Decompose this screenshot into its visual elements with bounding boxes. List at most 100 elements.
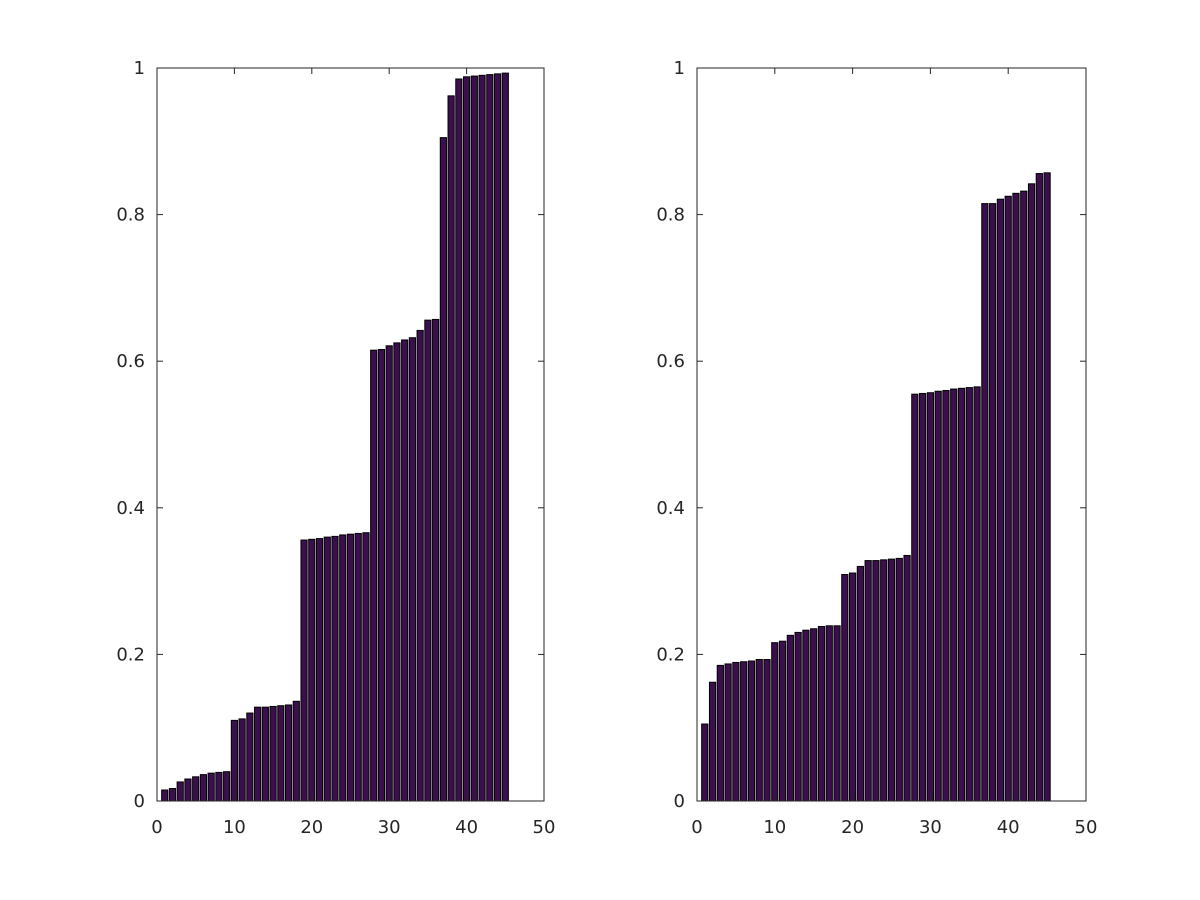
- left-y-tick-label: 0.8: [116, 205, 145, 226]
- right-bar-27: [903, 554, 911, 802]
- right-bar-21: [856, 565, 864, 802]
- right-bar-23: [872, 560, 880, 802]
- right-bar-6: [740, 661, 748, 802]
- left-bar-10: [230, 719, 238, 802]
- right-x-tick-label: 20: [841, 817, 864, 838]
- right-bar-12: [786, 634, 794, 802]
- right-bar-19: [841, 574, 849, 802]
- right-x-tick-label: 40: [997, 817, 1020, 838]
- left-bar-16: [277, 705, 285, 802]
- left-bar-28: [370, 349, 378, 802]
- left-bar-30: [385, 345, 393, 802]
- left-bar-44: [493, 73, 502, 802]
- left-bar-29: [377, 348, 386, 802]
- right-bar-29: [919, 392, 927, 802]
- left-bar-18: [292, 700, 300, 802]
- left-bar-40: [463, 76, 471, 802]
- right-x-tick-label: 30: [919, 817, 942, 838]
- left-bar-19: [300, 539, 308, 802]
- left-bar-12: [246, 712, 254, 802]
- right-bar-chart: 0 10 20 30 40 50 0 0.2 0.4 0.6 0.8 1: [656, 58, 1097, 838]
- left-bar-42: [478, 74, 486, 802]
- left-bar-39: [455, 78, 463, 802]
- right-y-tick-label: 0.2: [656, 644, 685, 665]
- left-y-tick-label: 1: [134, 58, 145, 79]
- left-bar-22: [323, 536, 331, 802]
- left-bar-32: [401, 339, 409, 802]
- right-bar-30: [926, 392, 935, 802]
- left-bar-37: [439, 137, 447, 802]
- left-bar-33: [408, 337, 417, 802]
- left-bar-4: [184, 778, 192, 802]
- left-bar-43: [486, 74, 494, 802]
- right-bar-37: [981, 203, 989, 802]
- right-y-tick-label: 0.8: [656, 205, 685, 226]
- left-bar-26: [354, 532, 362, 802]
- right-bar-20: [848, 572, 857, 802]
- right-bar-17: [825, 625, 833, 802]
- left-bar-21: [315, 538, 324, 802]
- right-y-tick-label: 0.6: [656, 351, 685, 372]
- right-bar-39: [996, 198, 1005, 802]
- left-bar-8: [215, 771, 223, 802]
- left-bar-chart: 0 10 20 30 40 50 0 0.2 0.4 0.6 0.8 1: [116, 58, 555, 838]
- left-y-tick-label: 0.4: [116, 498, 145, 519]
- right-y-tick-label: 0.4: [656, 498, 685, 519]
- right-bar-35: [965, 387, 973, 802]
- right-bar-38: [989, 203, 997, 802]
- right-bar-22: [864, 560, 872, 802]
- right-bar-31: [934, 390, 942, 802]
- right-bar-45: [1043, 172, 1051, 802]
- left-bar-11: [238, 718, 246, 802]
- left-bar-25: [346, 533, 355, 802]
- left-bar-35: [424, 319, 432, 802]
- right-bar-43: [1027, 183, 1036, 802]
- right-bar-28: [911, 393, 919, 802]
- left-axes-box: [156, 67, 545, 802]
- right-bar-41: [1012, 192, 1020, 802]
- right-bar-2: [708, 681, 717, 802]
- left-y-tick-label: 0: [134, 791, 145, 812]
- left-bar-24: [339, 534, 347, 802]
- left-bar-31: [393, 342, 401, 802]
- left-bar-1: [161, 789, 169, 802]
- left-x-tick-label: 40: [455, 817, 478, 838]
- left-x-tick-label: 0: [151, 817, 162, 838]
- right-bar-4: [724, 663, 732, 802]
- right-x-tick-label: 10: [763, 817, 786, 838]
- left-bar-34: [416, 329, 424, 802]
- left-bar-38: [447, 95, 455, 802]
- right-bar-8: [755, 659, 763, 802]
- left-y-tick-label: 0.2: [116, 644, 145, 665]
- right-y-tick-label: 0: [674, 791, 685, 812]
- left-bar-9: [223, 771, 231, 802]
- right-bar-5: [732, 661, 740, 802]
- right-bar-7: [747, 660, 756, 802]
- right-bar-11: [778, 640, 787, 802]
- left-bar-2: [168, 788, 177, 802]
- left-x-tick-label: 20: [300, 817, 323, 838]
- right-bar-32: [942, 390, 950, 802]
- right-bar-36: [973, 386, 981, 802]
- right-bar-13: [794, 631, 802, 802]
- left-y-tick-label: 0.6: [116, 351, 145, 372]
- right-bar-34: [957, 387, 966, 802]
- right-bar-10: [771, 642, 779, 802]
- left-x-tick-label: 10: [223, 817, 246, 838]
- left-bar-6: [199, 774, 208, 802]
- right-bar-25: [887, 558, 896, 802]
- right-bar-44: [1035, 173, 1043, 802]
- left-bar-14: [261, 706, 269, 802]
- left-bar-13: [254, 706, 262, 802]
- right-bar-1: [701, 723, 709, 802]
- right-bar-15: [810, 628, 818, 802]
- right-bar-26: [895, 557, 903, 802]
- left-x-tick-label: 50: [533, 817, 556, 838]
- left-bar-20: [308, 538, 316, 802]
- right-bar-3: [716, 664, 724, 802]
- right-bar-33: [950, 388, 958, 802]
- right-axes-box: [696, 67, 1087, 802]
- left-bar-36: [432, 318, 440, 802]
- left-bar-7: [207, 772, 215, 802]
